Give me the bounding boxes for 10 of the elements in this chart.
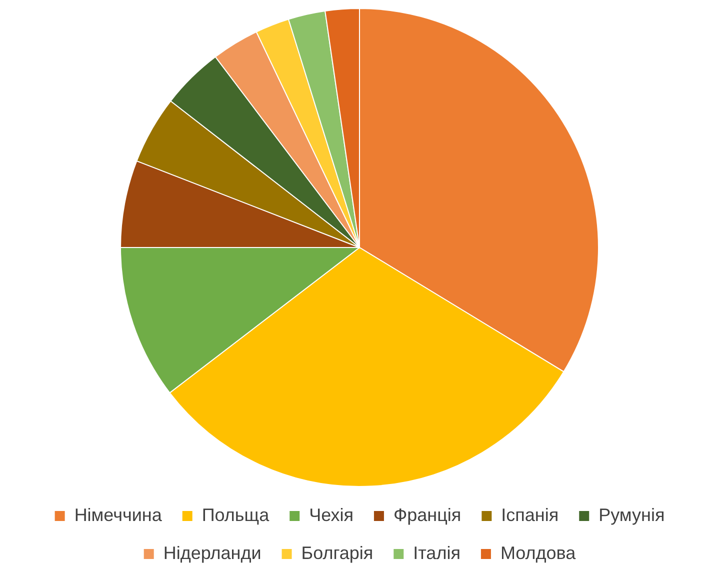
legend-label: Франція — [393, 504, 462, 525]
legend-label: Польща — [202, 504, 270, 525]
legend-label: Італія — [413, 542, 460, 563]
legend-label: Чехія — [309, 504, 354, 525]
legend-label: Молдова — [500, 542, 577, 563]
legend-label: Болгарія — [301, 542, 374, 563]
legend-label: Нідерланди — [163, 542, 262, 563]
legend-label: Румунія — [598, 504, 665, 525]
legend-label: Іспанія — [501, 504, 559, 525]
legend-label: Німеччина — [74, 504, 163, 525]
